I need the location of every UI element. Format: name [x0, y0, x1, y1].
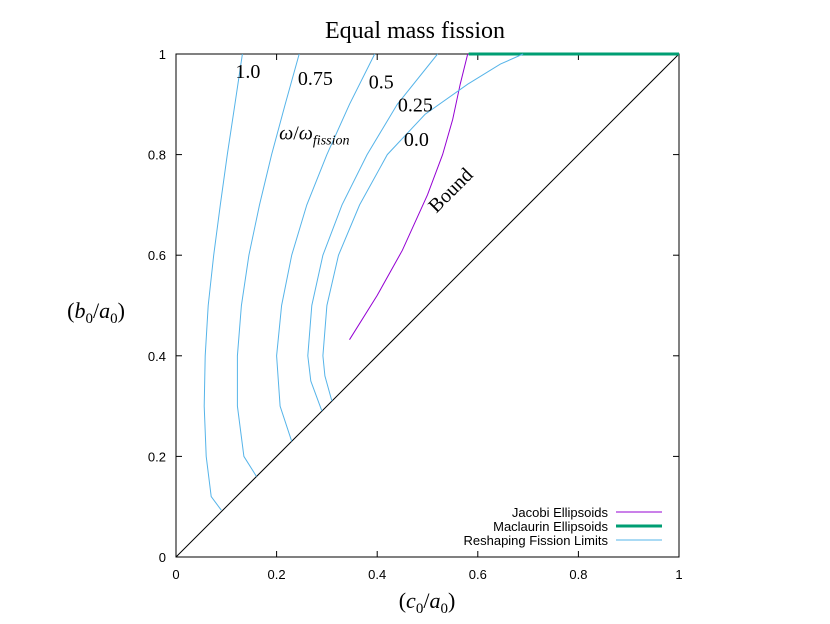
y-tick-label: 0.8 — [148, 148, 166, 163]
reshaping-curve-1-0 — [203, 53, 243, 511]
y-tick-label: 0 — [159, 550, 166, 565]
y-tick-label: 0.2 — [148, 449, 166, 464]
annotation-a025: 0.25 — [398, 94, 433, 116]
annotation-bound: Bound — [424, 164, 477, 217]
x-tick-label: 1 — [675, 567, 682, 582]
legend: Jacobi Ellipsoids Maclaurin Ellipsoids R… — [463, 505, 662, 548]
reshaping-curve-0-5 — [276, 53, 376, 442]
legend-label-maclaurin: Maclaurin Ellipsoids — [493, 519, 608, 534]
x-tick-label: 0.8 — [569, 567, 587, 582]
chart-title: Equal mass fission — [325, 18, 505, 44]
y-axis-label: (b0/a0) — [67, 298, 125, 327]
annotations-group: 1.0 0.75 0.50.25 0.0 Bound — [235, 61, 477, 217]
omega-fission-label: ω/ωfission — [279, 123, 349, 149]
y-tick-label: 1 — [159, 47, 166, 62]
legend-label-reshaping: Reshaping Fission Limits — [463, 533, 608, 548]
annotation-a075: 0.75 — [298, 68, 333, 90]
annotation-a05: 0.5 — [369, 72, 394, 94]
x-axis-label: (c0/a0) — [399, 588, 456, 617]
plot-frame — [175, 53, 680, 558]
y-tick-label: 0.4 — [148, 349, 166, 364]
x-tick-label: 0 — [172, 567, 179, 582]
reshaping-curve-0-0 — [322, 53, 524, 402]
reshaping-curve-0-75 — [236, 53, 300, 477]
x-tick-label: 0.4 — [368, 567, 386, 582]
annotation-a10: 1.0 — [235, 61, 260, 83]
annotation-a00: 0.0 — [404, 129, 429, 151]
reshaping-curve-0-25 — [307, 53, 438, 412]
diagonal-line — [175, 53, 680, 558]
y-tick-label: 0.6 — [148, 248, 166, 263]
curves-group — [203, 52, 679, 511]
diagonal-group — [175, 53, 680, 558]
legend-label-jacobi: Jacobi Ellipsoids — [512, 505, 609, 520]
ticks-group: 0 0.2 0.4 0.6 0.8 1 0 0.2 0.4 0.6 0.8 1 — [148, 47, 683, 582]
x-tick-label: 0.6 — [469, 567, 487, 582]
x-tick-label: 0.2 — [268, 567, 286, 582]
